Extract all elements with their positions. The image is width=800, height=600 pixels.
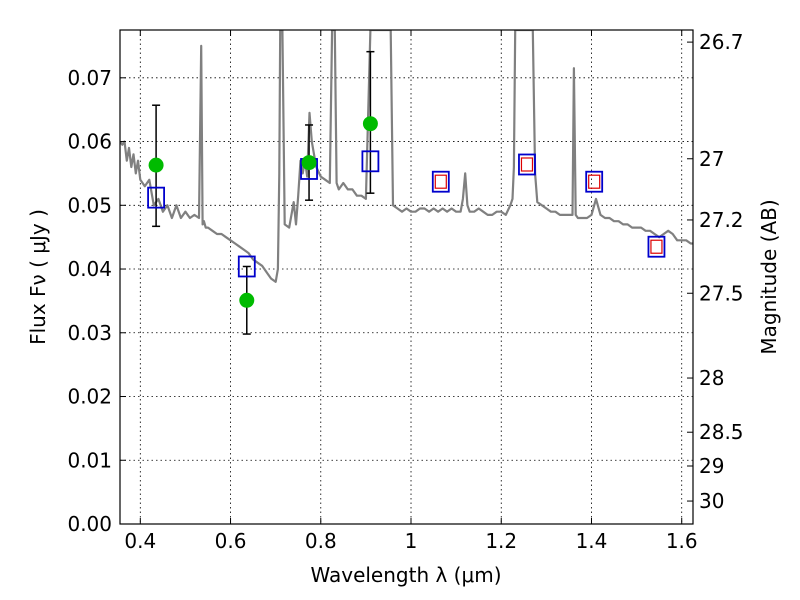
data-layer: [120, 30, 693, 335]
x-tick-label: 1.2: [485, 529, 517, 553]
y-tick-label: 0.06: [67, 130, 112, 154]
model-photometry-inner-square: [588, 174, 601, 189]
x-tick-label: 1.4: [576, 529, 608, 553]
y2-tick-label: 26.7: [699, 30, 744, 54]
plot-area: [120, 30, 693, 335]
model-photometry-inner-square: [520, 157, 534, 172]
y-tick-label: 0.02: [67, 385, 112, 409]
y2-tick-label: 27.5: [699, 281, 744, 305]
model-photometry-square: [518, 153, 536, 176]
observed-point: [362, 116, 378, 132]
model-photometry-square: [431, 170, 450, 193]
x-tick-label: 0.8: [305, 529, 337, 553]
observed-point: [301, 155, 317, 171]
y2-tick-label: 28.5: [699, 420, 744, 444]
x-tick-label: 0.6: [215, 529, 247, 553]
plot-frame: [119, 29, 694, 525]
y2-tick-label: 27.2: [699, 208, 744, 232]
model-photometry-square: [361, 150, 380, 173]
y-tick-label: 0.04: [67, 257, 112, 281]
observed-point: [148, 157, 164, 173]
x-tick-label: 0.4: [124, 529, 156, 553]
y2-tick-label: 29: [699, 454, 724, 478]
y-tick-label: 0.03: [67, 321, 112, 345]
model-photometry-square: [147, 186, 165, 209]
model-photometry-square: [647, 235, 666, 258]
x-tick-label: 1.6: [666, 529, 698, 553]
x-axis-label: Wavelength λ (μm): [310, 563, 501, 587]
model-photometry-square: [585, 170, 604, 193]
y2-axis-label: Magnitude (AB): [757, 199, 781, 354]
axis-ticks: 0.4 0.6 0.8 1 1.2 1.4 1.6 0.00 0.01 0.02 0.03 0.04 0…: [67, 30, 744, 553]
y-tick-label: 0.07: [67, 66, 112, 90]
model-photometry-square: [237, 255, 256, 278]
y-axis-label: Flux Fν ( μJy ): [26, 209, 50, 345]
y-tick-label: 0.00: [67, 512, 112, 536]
x-tick-label: 1: [405, 529, 418, 553]
axes-frame: [119, 29, 694, 525]
model-photometry-inner-square: [650, 239, 663, 254]
y2-tick-label: 30: [699, 489, 724, 513]
grid-lines: [120, 30, 693, 524]
observed-point: [239, 292, 255, 308]
y-tick-label: 0.01: [67, 448, 112, 472]
y2-tick-label: 28: [699, 366, 724, 390]
y2-tick-label: 27: [699, 147, 724, 171]
model-spectrum-line: [120, 30, 693, 283]
model-photometry-inner-square: [434, 174, 447, 189]
y-tick-label: 0.05: [67, 193, 112, 217]
